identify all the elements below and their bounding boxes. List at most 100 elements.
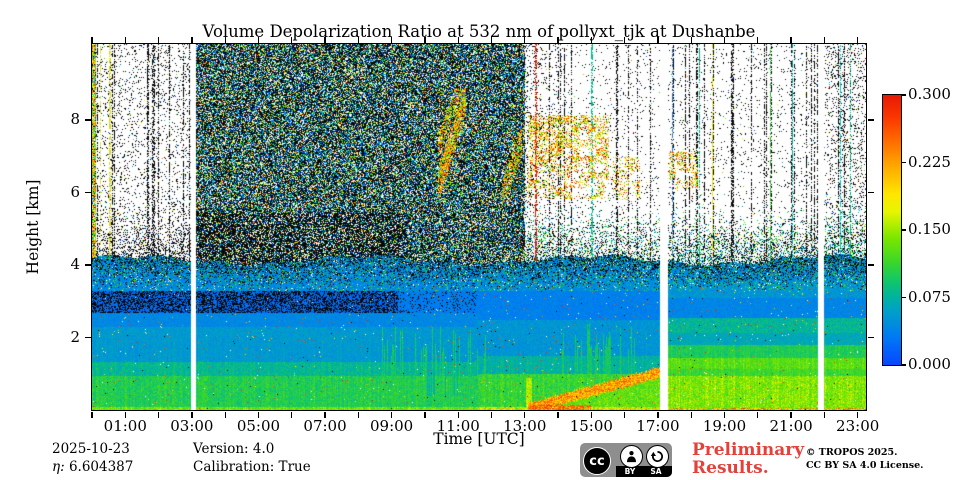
colorbar-tick-label: 0.225 (908, 152, 951, 171)
calibration-eta: η: 6.604387 (52, 459, 133, 475)
x-tick-mark (457, 411, 459, 418)
x-tick-label: 15:00 (569, 417, 613, 435)
x-tick-mark-top (224, 36, 226, 43)
x-tick-label: 23:00 (836, 417, 880, 435)
colorbar-tick-mark (901, 161, 906, 164)
eta-value: 6.604387 (68, 459, 134, 475)
x-tick-label: 17:00 (636, 417, 680, 435)
x-tick-mark (191, 411, 193, 418)
x-tick-mark-top (557, 36, 559, 43)
x-tick-mark-top (623, 36, 626, 43)
x-tick-mark (390, 411, 393, 418)
y-tick-mark-right (867, 191, 874, 194)
x-tick-mark-top (124, 36, 126, 43)
x-tick-mark-top (390, 36, 393, 43)
x-tick-mark (690, 411, 692, 418)
x-tick-mark-top (823, 36, 826, 43)
copyright-line1: © TROPOS 2025. (806, 447, 898, 458)
colorbar-tick-mark (901, 296, 906, 299)
x-tick-mark (823, 411, 826, 418)
x-tick-mark (590, 411, 592, 418)
cc-icon: cc (583, 447, 611, 475)
x-tick-mark-top (357, 36, 359, 43)
x-tick-mark (757, 411, 759, 418)
x-tick-label: 13:00 (503, 417, 547, 435)
x-tick-mark-top (757, 36, 759, 43)
x-tick-mark-top (857, 36, 859, 43)
copyright-line2: CC BY SA 4.0 License. (806, 459, 924, 471)
preliminary-line1: Preliminary (692, 440, 805, 460)
x-tick-mark-top (524, 36, 526, 43)
colorbar-tick-label: 0.300 (908, 85, 951, 103)
plot-title: Volume Depolarization Ratio at 532 nm of… (202, 22, 756, 41)
y-tick-mark-right (867, 264, 874, 266)
x-tick-mark-top (324, 36, 326, 43)
y-tick-label: 4 (70, 255, 80, 274)
x-tick-mark-top (723, 36, 726, 43)
x-tick-mark-top (790, 36, 792, 43)
version-label: Version: 4.0 (193, 441, 275, 457)
x-tick-mark-top (590, 36, 592, 43)
preliminary-line2: Results. (692, 458, 769, 478)
y-tick-label: 8 (70, 110, 80, 129)
x-tick-mark (524, 411, 526, 418)
x-tick-label: 05:00 (236, 417, 281, 435)
cc-license-badge: cc BY SA (580, 443, 672, 477)
cc-badge-strip (616, 466, 672, 477)
x-tick-mark (857, 411, 859, 418)
x-tick-mark (623, 411, 626, 418)
plot-frame (90, 42, 867, 411)
colorbar-tick-label: 0.000 (908, 355, 951, 373)
y-tick-mark-right (867, 119, 874, 121)
person-glyph (627, 451, 636, 463)
calibration-label: Calibration: True (193, 459, 311, 475)
y-axis-label: Height [km] (24, 179, 42, 275)
y-tick-label: 2 (70, 327, 80, 346)
preliminary-note: Preliminary Results. (692, 441, 804, 477)
measurement-date: 2025-10-23 (52, 441, 130, 457)
y-tick-mark (84, 119, 91, 121)
by-label: BY (624, 467, 636, 476)
eta-symbol: η: (52, 459, 65, 475)
y-tick-mark (84, 264, 91, 266)
attribution-person-icon (620, 445, 643, 468)
colorbar (881, 93, 902, 366)
x-tick-mark-top (690, 36, 692, 43)
x-tick-mark (557, 411, 559, 418)
x-tick-mark (424, 411, 426, 418)
x-tick-mark (224, 411, 226, 418)
x-tick-label: 19:00 (702, 417, 747, 435)
sa-label: SA (650, 467, 662, 476)
x-tick-mark-top (657, 36, 659, 43)
x-tick-mark-top (457, 36, 459, 43)
colorbar-tick-label: 0.075 (908, 287, 951, 306)
y-tick-label: 6 (70, 182, 80, 201)
arrow-glyph (650, 451, 663, 462)
x-tick-mark-top (257, 36, 260, 43)
x-tick-label: 03:00 (170, 417, 214, 435)
heatmap-image (92, 44, 866, 410)
x-tick-mark (357, 411, 359, 418)
x-tick-mark (291, 411, 293, 418)
x-tick-label: 07:00 (303, 417, 347, 435)
x-tick-mark (257, 411, 260, 418)
cc-icon-label: cc (589, 453, 605, 469)
y-tick-mark-right (867, 336, 874, 339)
x-tick-label: 21:00 (769, 417, 813, 435)
copyright-note: © TROPOS 2025. CC BY SA 4.0 License. (806, 447, 923, 472)
colorbar-tick-mark (901, 229, 906, 231)
x-tick-mark (657, 411, 659, 418)
x-tick-mark-top (157, 36, 160, 43)
colorbar-tick-mark (901, 94, 906, 96)
x-tick-label: 09:00 (369, 417, 414, 435)
x-tick-mark (124, 411, 126, 418)
x-tick-mark (91, 411, 93, 418)
x-tick-mark-top (191, 36, 193, 43)
x-tick-mark (157, 411, 160, 418)
x-tick-mark (324, 411, 326, 418)
x-tick-mark (790, 411, 792, 418)
y-tick-mark (84, 191, 91, 194)
x-tick-label: 11:00 (436, 417, 480, 435)
x-tick-mark-top (91, 36, 93, 43)
